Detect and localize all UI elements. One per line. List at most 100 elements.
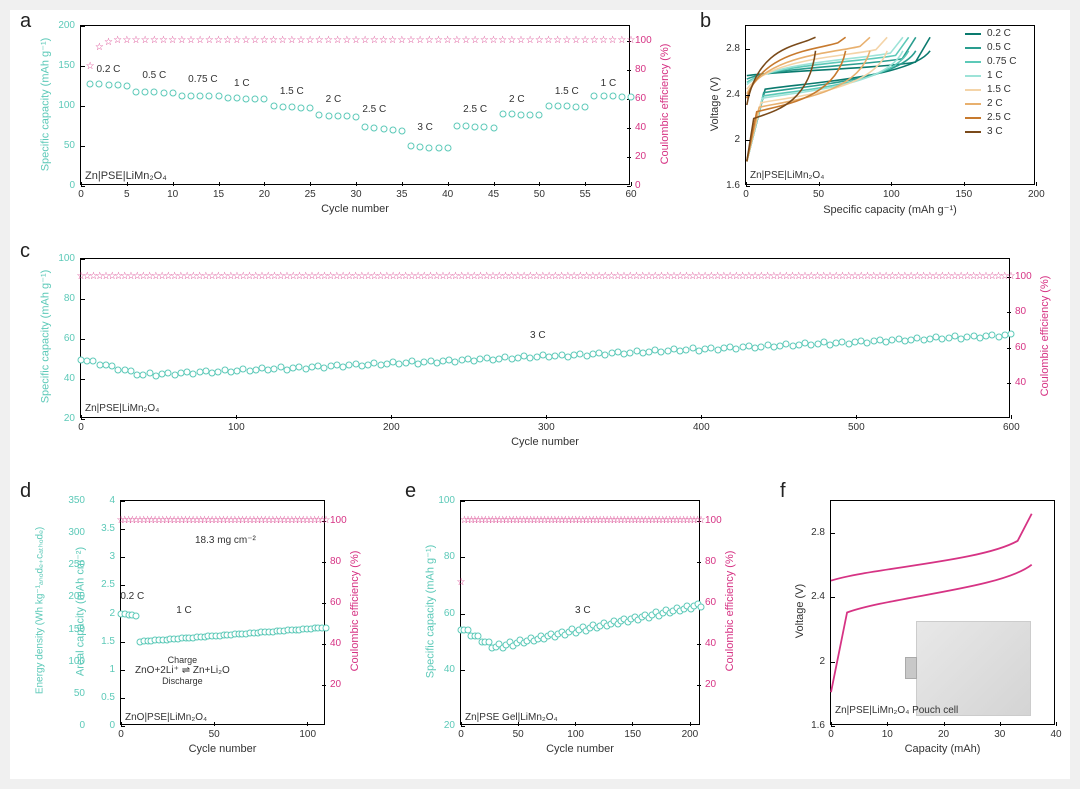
reaction-d: Charge ZnO+2Li⁺ ⇌ Zn+Li₂O Discharge — [135, 655, 230, 686]
pouch-cell-photo — [916, 621, 1031, 716]
data-point: ☆ — [590, 36, 599, 46]
rate-label: 0.75 C — [188, 74, 217, 85]
data-point: ☆ — [196, 36, 205, 46]
data-point — [188, 92, 195, 99]
data-point — [105, 82, 112, 89]
data-point: ☆ — [553, 36, 562, 46]
data-point — [380, 126, 387, 133]
panel-f: f 0102030401.622.42.8 Voltage (V) Capaci… — [780, 480, 1065, 770]
data-point: ☆ — [361, 36, 370, 46]
xlabel-f: Capacity (mAh) — [830, 743, 1055, 755]
data-point — [563, 103, 570, 110]
panel-a: a 05101520253035404550556005010015020002… — [20, 10, 680, 225]
data-point: ☆ — [608, 36, 617, 46]
rate-c: 3 C — [530, 330, 546, 341]
data-point — [169, 90, 176, 97]
data-point — [316, 111, 323, 118]
data-point — [554, 103, 561, 110]
cell-label-a: Zn|PSE|LiMn₂O₄ — [85, 170, 167, 182]
data-point: ☆ — [388, 36, 397, 46]
data-point: ☆ — [297, 36, 306, 46]
legend-item: 1.5 C — [965, 84, 1016, 95]
data-point — [215, 93, 222, 100]
panel-d: d 05010000.511.522.533.54204060801000501… — [20, 480, 380, 770]
data-point: ☆ — [223, 36, 232, 46]
data-point — [151, 89, 158, 96]
data-point: ☆ — [141, 36, 150, 46]
cell-label-c: Zn|PSE|LiMn₂O₄ — [85, 403, 159, 414]
plot-area-a: 0510152025303540455055600501001502000204… — [80, 25, 630, 185]
data-point: ☆ — [315, 36, 324, 46]
data-point — [545, 103, 552, 110]
reaction-eq: ZnO+2Li⁺ ⇌ Zn+Li₂O — [135, 665, 230, 676]
data-point: ☆ — [507, 36, 516, 46]
legend-item: 0.2 C — [965, 28, 1016, 39]
data-point: ☆ — [122, 36, 131, 46]
data-point: ☆ — [251, 36, 260, 46]
data-point: ☆ — [95, 43, 104, 53]
data-point: ☆ — [457, 578, 466, 588]
data-point: ☆ — [150, 36, 159, 46]
legend-item: 1 C — [965, 70, 1016, 81]
ylabel-a-left: Specific capacity (mAh g⁻¹) — [39, 20, 52, 190]
cell-label-f: Zn|PSE|LiMn₂O₄ Pouch cell — [835, 705, 958, 716]
data-point — [178, 92, 185, 99]
panel-label-f: f — [780, 480, 786, 503]
ylabel-c-left: Specific capacity (mAh g⁻¹) — [39, 252, 52, 422]
data-point — [307, 104, 314, 111]
data-point: ☆ — [462, 36, 471, 46]
data-point — [536, 111, 543, 118]
data-point: ☆ — [397, 36, 406, 46]
data-point: ☆ — [443, 36, 452, 46]
ylabel-f: Voltage (V) — [794, 541, 806, 681]
data-point: ☆ — [489, 36, 498, 46]
ylabel-d-left: Areal capacity (mAh cm⁻²) — [74, 512, 87, 712]
data-point: ☆ — [379, 36, 388, 46]
data-point — [371, 124, 378, 131]
data-point — [252, 95, 259, 102]
panel-label-b: b — [700, 10, 711, 33]
data-point: ☆ — [306, 36, 315, 46]
xlabel-d: Cycle number — [120, 743, 325, 755]
data-point: ☆ — [617, 36, 626, 46]
data-point — [463, 123, 470, 130]
data-point: ☆ — [544, 36, 553, 46]
data-point — [609, 93, 616, 100]
data-point — [389, 127, 396, 134]
data-point — [573, 103, 580, 110]
ylabel-c-right: Coulombic efficiency (%) — [1039, 251, 1051, 421]
data-point — [618, 94, 625, 101]
rate-label: 2.5 C — [362, 104, 386, 115]
data-point — [490, 124, 497, 131]
data-point: ☆ — [581, 36, 590, 46]
data-point: ☆ — [86, 62, 95, 72]
data-point: ☆ — [471, 36, 480, 46]
data-point — [453, 123, 460, 130]
plot-area-d: 05010000.511.522.533.5420406080100050100… — [120, 500, 325, 725]
data-point: ☆ — [104, 38, 113, 48]
data-point: ☆ — [480, 36, 489, 46]
data-point — [1008, 330, 1015, 337]
xlabel-e: Cycle number — [460, 743, 700, 755]
data-point: ☆ — [452, 36, 461, 46]
ylabel-a-right: Coulombic efficiency (%) — [659, 19, 671, 189]
data-point — [600, 93, 607, 100]
cell-label-e: Zn|PSE Gel|LiMn₂O₄ — [465, 712, 558, 723]
data-point — [270, 103, 277, 110]
data-point — [133, 612, 140, 619]
ylabel-e-right: Coulombic efficiency (%) — [724, 526, 736, 696]
data-point: ☆ — [242, 36, 251, 46]
cell-label-b: Zn|PSE|LiMn₂O₄ — [750, 170, 824, 181]
data-point: ☆ — [517, 36, 526, 46]
data-point — [481, 123, 488, 130]
data-point — [417, 143, 424, 150]
data-point — [582, 103, 589, 110]
data-point: ☆ — [526, 36, 535, 46]
data-point — [508, 111, 515, 118]
data-point: ☆ — [269, 36, 278, 46]
plot-area-f: 0102030401.622.42.8 — [830, 500, 1055, 725]
data-point — [87, 80, 94, 87]
legend-item: 2.5 C — [965, 112, 1016, 123]
data-point — [408, 143, 415, 150]
data-point — [142, 89, 149, 96]
